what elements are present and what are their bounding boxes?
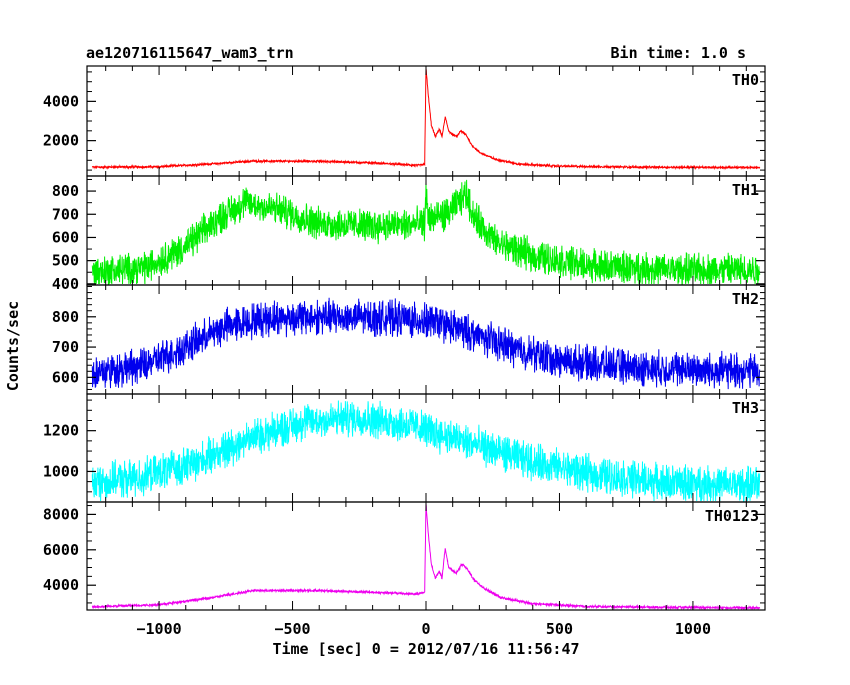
chart-title: ae120716115647_wam3_trn: [86, 44, 294, 62]
y-tick-label: 2000: [43, 132, 79, 150]
panel-frame: [86, 284, 766, 395]
panel-label-th0123: TH0123: [705, 507, 759, 525]
series-line-th0: [91, 68, 761, 171]
y-axis-title: Counts/sec: [4, 301, 22, 391]
y-tick-label: 700: [52, 205, 79, 223]
x-tick-label: 1000: [675, 620, 711, 638]
y-tick-label: 4000: [43, 576, 79, 594]
panels-group: 2000 4000 TH0 400 500 600 700 800 TH1 600 700 800 TH…: [43, 65, 766, 611]
y-tick-label: 400: [52, 275, 79, 293]
x-tick-label: −500: [274, 620, 310, 638]
panel-th0123: 4000 6000 8000 TH0123: [43, 501, 766, 611]
series-line-th0123: [91, 503, 761, 611]
panel-th2: 600 700 800 TH2: [52, 284, 766, 395]
y-tick-label: 700: [52, 338, 79, 356]
panel-label-th1: TH1: [732, 181, 759, 199]
x-tick-label: 500: [546, 620, 573, 638]
y-tick-label: 600: [52, 228, 79, 246]
series-line-th2: [91, 297, 761, 390]
panel-th3: 1000 1200 TH3: [43, 393, 766, 503]
y-tick-label: 1200: [43, 422, 79, 440]
y-tick-label: 800: [52, 308, 79, 326]
y-tick-label: 800: [52, 182, 79, 200]
panel-th0: 2000 4000 TH0: [43, 65, 766, 177]
panel-label-th2: TH2: [732, 290, 759, 308]
y-tick-label: 8000: [43, 505, 79, 523]
series-line-th3: [91, 400, 761, 502]
y-tick-label: 500: [52, 252, 79, 270]
y-tick-label: 4000: [43, 92, 79, 110]
y-tick-label: 1000: [43, 462, 79, 480]
y-tick-label: 6000: [43, 541, 79, 559]
panel-label-th3: TH3: [732, 399, 759, 417]
panel-th1: 400 500 600 700 800 TH1: [52, 175, 766, 293]
x-axis-title: Time [sec] 0 = 2012/07/16 11:56:47: [272, 640, 579, 658]
panel-label-th0: TH0: [732, 71, 759, 89]
series-line-th1: [91, 179, 761, 285]
y-tick-label: 600: [52, 368, 79, 386]
bin-time-label: Bin time: 1.0 s: [611, 44, 746, 62]
x-tick-label: −1000: [136, 620, 181, 638]
x-tick-label: 0: [421, 620, 430, 638]
x-axis-tick-labels: −1000 −500 0 500 1000: [136, 620, 710, 638]
